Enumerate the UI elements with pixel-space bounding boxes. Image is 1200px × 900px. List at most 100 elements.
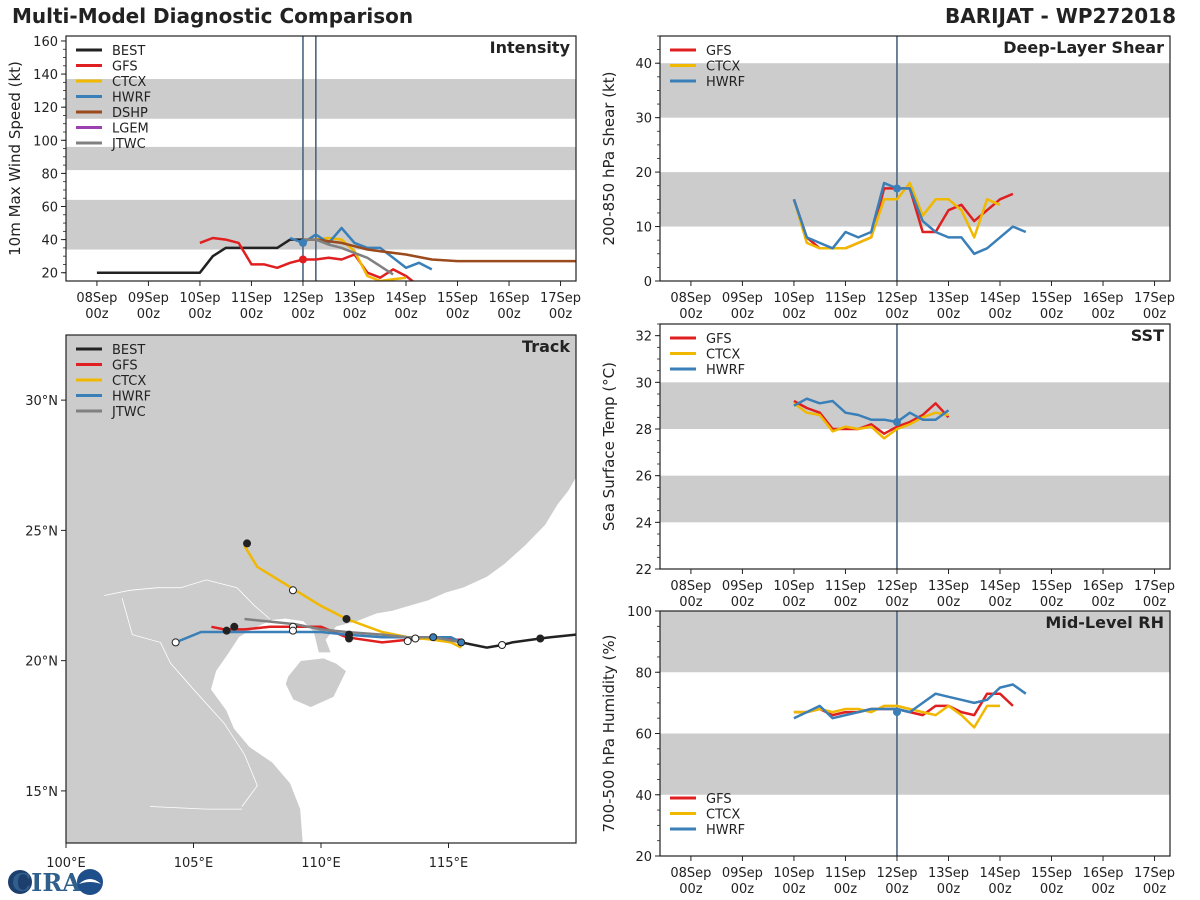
legend-label: HWRF: [706, 823, 745, 838]
legend-label: CTCX: [112, 75, 146, 90]
y-tick-label: 30: [635, 376, 652, 391]
figure-title: Multi-Model Diagnostic Comparison: [12, 4, 414, 28]
x-tick-date: 10Sep: [179, 291, 220, 306]
x-tick-hour: 00z: [394, 307, 418, 322]
panel-title: Intensity: [490, 38, 571, 57]
analysis-point-marker: [892, 708, 901, 717]
logo-text: CIRA: [12, 868, 81, 897]
y-tick-label: 40: [635, 57, 652, 72]
x-tick-date: 09Sep: [128, 291, 169, 306]
track-position-marker: [536, 634, 545, 643]
x-tick-hour: 00z: [834, 595, 858, 610]
cira-logo: CIRA: [8, 868, 103, 897]
y-tick-label: 100: [33, 134, 58, 149]
x-tick-date: 16Sep: [1083, 866, 1124, 881]
series-line-hwrf: [289, 226, 433, 271]
x-tick-hour: 00z: [1040, 882, 1064, 897]
x-tick-label: 110°E: [301, 856, 341, 871]
x-tick-date: 08Sep: [670, 579, 711, 594]
x-tick-date: 17Sep: [1134, 291, 1175, 306]
track-position-marker: [457, 638, 466, 647]
y-tick-label: 24: [635, 516, 652, 531]
x-tick-hour: 00z: [782, 595, 806, 610]
x-tick-hour: 00z: [885, 882, 909, 897]
x-tick-date: 15Sep: [1031, 291, 1072, 306]
analysis-point-marker: [298, 238, 307, 247]
legend-label: GFS: [706, 792, 732, 807]
x-tick-date: 08Sep: [670, 866, 711, 881]
x-tick-date: 08Sep: [670, 291, 711, 306]
legend-label: CTCX: [706, 60, 740, 75]
y-tick-label: 140: [33, 68, 58, 83]
x-tick-date: 11Sep: [825, 579, 866, 594]
y-tick-label: 26: [635, 470, 652, 485]
y-tick-label: 100: [627, 605, 652, 620]
x-tick-hour: 00z: [240, 307, 264, 322]
x-tick-date: 16Sep: [1083, 579, 1124, 594]
border-line: [104, 579, 271, 620]
legend-label: GFS: [112, 359, 138, 374]
y-tick-label: 30°N: [25, 394, 58, 409]
x-tick-hour: 00z: [1091, 882, 1115, 897]
y-tick-label: 20: [635, 850, 652, 865]
shear-plot-area: [660, 36, 1170, 281]
x-tick-date: 11Sep: [825, 866, 866, 881]
series-line-best: [96, 238, 303, 274]
track-frame: [65, 334, 577, 844]
legend-label: BEST: [112, 44, 145, 59]
x-tick-hour: 00z: [988, 595, 1012, 610]
legend-label: LGEM: [112, 122, 149, 137]
x-tick-date: 15Sep: [437, 291, 478, 306]
track-position-marker: [288, 586, 297, 595]
legend-label: CTCX: [706, 348, 740, 363]
x-tick-date: 09Sep: [722, 579, 763, 594]
x-tick-date: 09Sep: [722, 291, 763, 306]
y-tick-label: 10: [635, 221, 652, 236]
legend-label: JTWC: [111, 137, 146, 152]
x-tick-label: 105°E: [174, 856, 214, 871]
x-tick-date: 15Sep: [1031, 579, 1072, 594]
x-tick-hour: 00z: [137, 307, 161, 322]
rh-frame: [659, 610, 1171, 857]
y-tick-label: 40: [41, 234, 58, 249]
analysis-point-marker: [892, 418, 901, 426]
x-tick-date: 12Sep: [876, 866, 917, 881]
x-tick-date: 17Sep: [1134, 866, 1175, 881]
x-tick-hour: 00z: [731, 595, 755, 610]
x-tick-hour: 00z: [834, 882, 858, 897]
series-line-ctcx: [792, 181, 1001, 250]
track-position-marker: [403, 637, 412, 646]
y-tick-label: 120: [33, 101, 58, 116]
shaded-band: [660, 611, 1170, 673]
x-tick-hour: 00z: [1091, 307, 1115, 322]
x-tick-hour: 00z: [1143, 882, 1167, 897]
sst-plot-area: [660, 324, 1170, 569]
x-tick-date: 15Sep: [1031, 866, 1072, 881]
x-tick-date: 10Sep: [773, 291, 814, 306]
x-tick-hour: 00z: [446, 307, 470, 322]
x-tick-date: 14Sep: [979, 579, 1020, 594]
y-tick-label: 60: [41, 201, 58, 216]
x-tick-hour: 00z: [937, 882, 961, 897]
analysis-point-marker: [298, 255, 307, 264]
x-tick-hour: 00z: [1040, 307, 1064, 322]
legend-label: HWRF: [112, 91, 151, 106]
legend-label: JTWC: [111, 405, 146, 420]
series-line-hwrf: [793, 397, 950, 424]
x-tick-hour: 00z: [731, 307, 755, 322]
border-line: [121, 597, 258, 807]
x-tick-date: 16Sep: [489, 291, 530, 306]
panel-title: SST: [1131, 326, 1164, 345]
sst-frame: [659, 323, 1171, 570]
x-tick-date: 12Sep: [876, 579, 917, 594]
x-tick-hour: 00z: [679, 595, 703, 610]
y-tick-label: 25°N: [25, 524, 58, 539]
panel-title: Mid-Level RH: [1045, 613, 1164, 632]
legend-label: HWRF: [706, 363, 745, 378]
y-tick-label: 160: [33, 35, 58, 50]
shaded-band: [660, 63, 1170, 118]
y-tick-label: 80: [41, 167, 58, 182]
series-line-hwrf: [793, 683, 1027, 720]
y-tick-label: 22: [635, 563, 652, 578]
legend-label: HWRF: [706, 75, 745, 90]
